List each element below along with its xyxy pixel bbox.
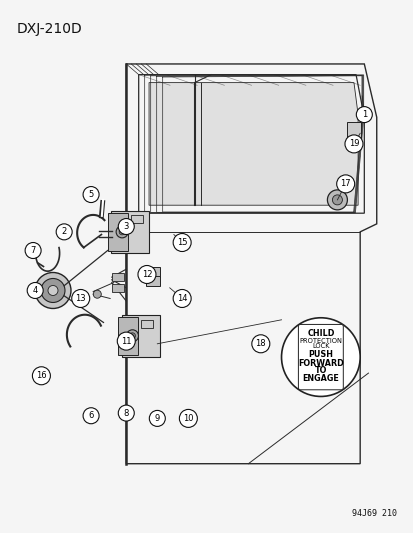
Circle shape (83, 408, 99, 424)
Circle shape (32, 367, 50, 385)
Circle shape (119, 229, 125, 235)
Text: 1: 1 (361, 110, 366, 119)
Circle shape (27, 282, 43, 298)
Circle shape (41, 278, 65, 303)
Circle shape (344, 135, 362, 153)
Circle shape (138, 265, 156, 284)
Circle shape (336, 175, 354, 193)
Text: 15: 15 (176, 238, 187, 247)
Circle shape (129, 333, 135, 339)
Polygon shape (149, 83, 357, 205)
Text: 5: 5 (88, 190, 93, 199)
Text: 12: 12 (141, 270, 152, 279)
Circle shape (35, 272, 71, 309)
Text: 11: 11 (121, 337, 131, 345)
Circle shape (173, 289, 191, 308)
Circle shape (56, 224, 72, 240)
Circle shape (173, 233, 191, 252)
Text: 4: 4 (33, 286, 38, 295)
Circle shape (179, 409, 197, 427)
Text: 8: 8 (123, 409, 128, 417)
Circle shape (126, 330, 138, 342)
Text: CHILD: CHILD (306, 329, 334, 338)
Bar (118, 317, 138, 355)
Bar (146, 267, 160, 277)
Text: PUSH: PUSH (308, 350, 332, 359)
Text: 14: 14 (176, 294, 187, 303)
Text: 2: 2 (62, 228, 66, 236)
Circle shape (281, 318, 359, 397)
Circle shape (117, 332, 135, 350)
Text: 13: 13 (75, 294, 86, 303)
Text: 6: 6 (88, 411, 93, 420)
Text: 16: 16 (36, 372, 47, 380)
Text: PROTECTION: PROTECTION (299, 337, 342, 344)
Bar (112, 284, 123, 292)
Text: 94J69 210: 94J69 210 (351, 509, 396, 518)
Bar (108, 213, 128, 251)
Circle shape (356, 107, 371, 123)
FancyBboxPatch shape (298, 325, 342, 390)
Bar (346, 122, 360, 139)
Text: 18: 18 (255, 340, 266, 348)
Text: ENGAGE: ENGAGE (302, 374, 338, 383)
Bar (112, 273, 123, 281)
Text: 10: 10 (183, 414, 193, 423)
Text: LOCK: LOCK (311, 343, 329, 350)
Bar (121, 315, 159, 357)
Circle shape (116, 226, 128, 238)
Circle shape (327, 190, 347, 210)
Text: 7: 7 (31, 246, 36, 255)
Circle shape (48, 286, 58, 295)
Text: DXJ-210D: DXJ-210D (17, 22, 82, 36)
Text: FORWARD: FORWARD (297, 359, 343, 368)
Circle shape (83, 187, 99, 203)
Circle shape (251, 335, 269, 353)
Circle shape (25, 243, 41, 259)
Bar (146, 276, 160, 286)
Text: 9: 9 (154, 414, 159, 423)
Text: 19: 19 (348, 140, 358, 148)
Circle shape (71, 289, 90, 308)
Bar (141, 319, 152, 328)
Bar (111, 211, 149, 253)
Bar (131, 214, 142, 223)
Circle shape (93, 290, 101, 298)
Text: 17: 17 (339, 180, 350, 188)
Text: 3: 3 (123, 222, 128, 231)
Text: TO: TO (314, 366, 326, 375)
Circle shape (118, 405, 134, 421)
Circle shape (149, 410, 165, 426)
Circle shape (332, 195, 342, 205)
Circle shape (118, 219, 134, 235)
